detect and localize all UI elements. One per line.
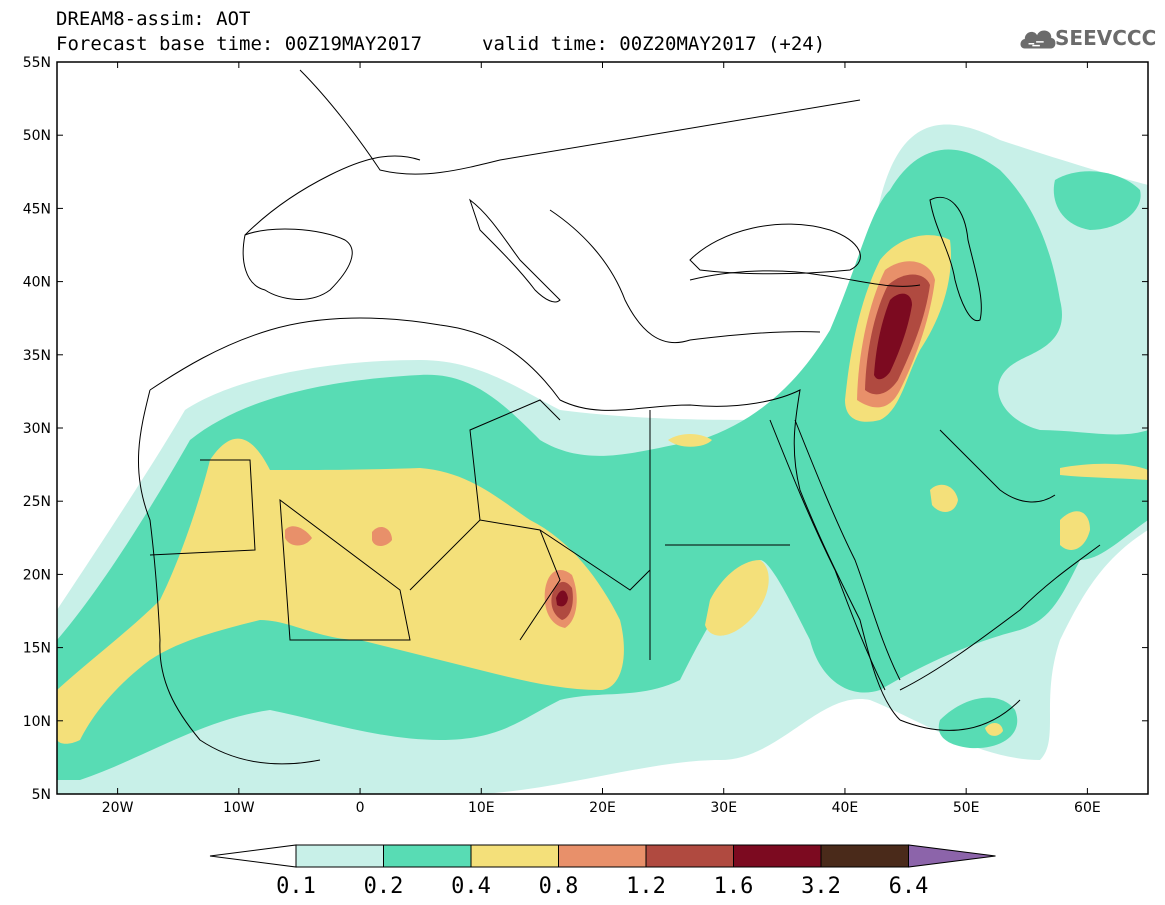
lat-tick-label: 30N [23,421,51,437]
colorbar-segment [645,844,734,868]
colorbar-label: 3.2 [801,874,841,899]
lat-tick-label: 25N [23,494,51,510]
colorbar-segment [733,844,822,868]
colorbar-label: 0.4 [451,874,491,899]
forecast-base-time: Forecast base time: 00Z19MAY2017 [56,33,423,55]
valid-time: valid time: 00Z20MAY2017 (+24) [482,33,826,55]
latitude-ticks: 55N 50N 45N 40N 35N 30N 25N 20N 15N 10N 5N [23,55,1148,803]
lon-tick-label: 30E [710,800,737,816]
colorbar-label: 1.6 [714,874,754,899]
lon-tick-label: 40E [832,800,859,816]
lat-tick-label: 5N [32,787,51,803]
lon-tick-label: 20W [102,800,134,816]
colorbar-segment [295,844,384,868]
colorbar-segment [558,844,647,868]
coastlines-borders [137,69,1101,765]
colorbar-lower-extend [209,844,297,868]
seevccc-logo: SEEVCCC [1055,26,1157,50]
cloud-logo-icon [1020,30,1056,49]
lat-tick-label: 35N [23,348,51,364]
lon-tick-label: 10E [468,800,495,816]
lon-tick-label: 60E [1074,800,1101,816]
colorbar: 0.1 0.2 0.4 0.8 1.2 1.6 3.2 6.4 [209,844,996,899]
lon-tick-label: 20E [589,800,616,816]
colorbar-segment [383,844,472,868]
colorbar-label: 0.1 [276,874,316,899]
lon-tick-label: 10W [223,800,255,816]
lon-tick-label: 0 [356,800,365,816]
lat-tick-label: 40N [23,275,51,291]
colorbar-label: 0.2 [364,874,404,899]
colorbar-upper-extend [908,844,996,868]
lat-tick-label: 15N [23,641,51,657]
lon-tick-label: 50E [953,800,980,816]
lat-tick-label: 45N [23,201,51,217]
lat-tick-label: 55N [23,55,51,71]
colorbar-label: 0.8 [539,874,579,899]
map-title: DREAM8-assim: AOT [56,8,251,30]
colorbar-segment [820,844,909,868]
longitude-ticks: 20W 10W 0 10E 20E 30E 40E 50E 60E [102,62,1101,816]
colorbar-segment [470,844,559,868]
lat-tick-label: 20N [23,567,51,583]
colorbar-label: 6.4 [889,874,929,899]
colorbar-label: 1.2 [626,874,666,899]
lat-tick-label: 50N [23,128,51,144]
aot-contour-layer [57,124,1148,794]
lat-tick-label: 10N [23,714,51,730]
